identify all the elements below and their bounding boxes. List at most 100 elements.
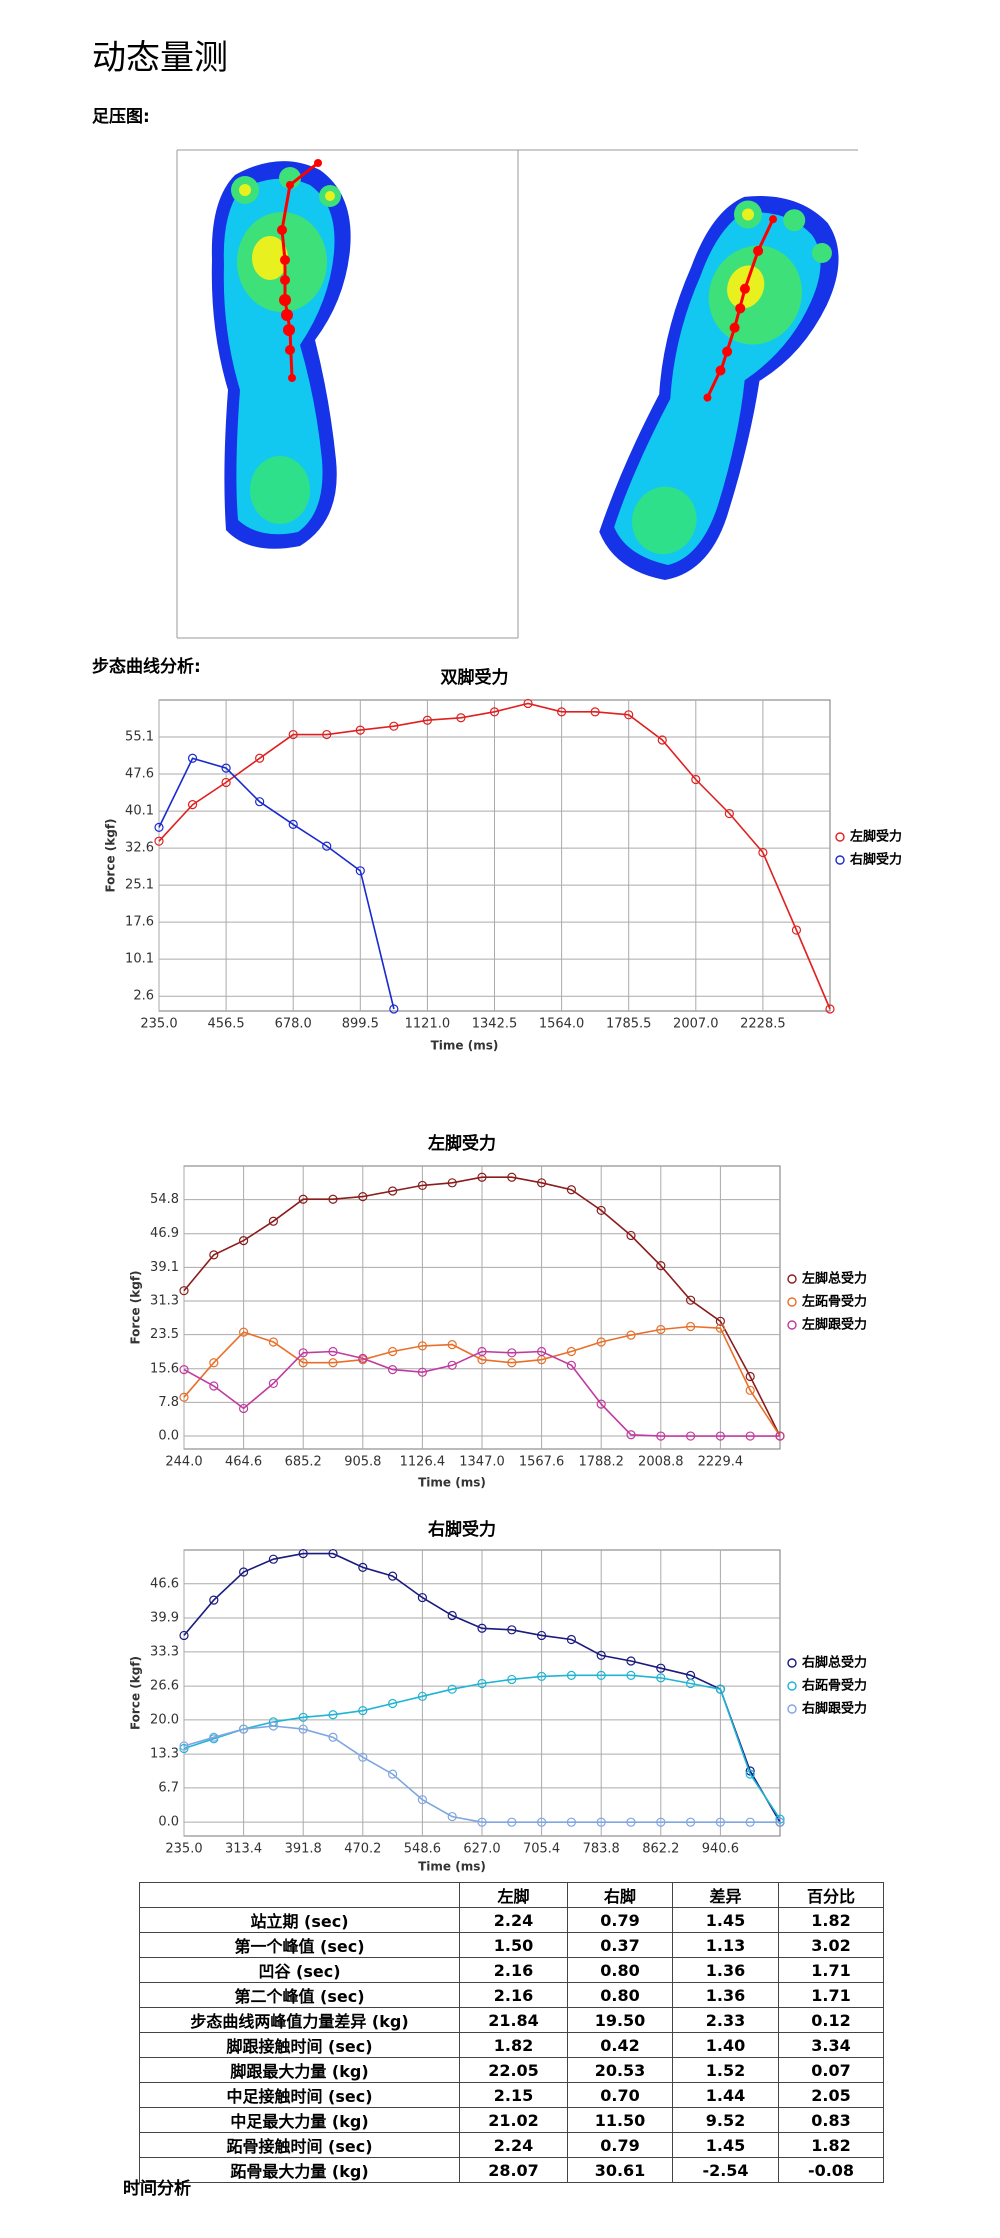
value-cell: 2.24 xyxy=(459,1907,568,1933)
value-cell: 2.16 xyxy=(459,1957,568,1983)
point-marker xyxy=(268,1337,278,1347)
point-marker xyxy=(656,1431,666,1441)
value-cell: 1.52 xyxy=(672,2057,779,2083)
point-marker xyxy=(656,1673,666,1683)
point-marker xyxy=(685,1431,696,1441)
point-marker xyxy=(590,707,600,717)
point-marker xyxy=(656,1261,666,1271)
x-tick-label: 2229.4 xyxy=(698,1455,744,1470)
y-tick-label: 54.8 xyxy=(150,1192,179,1207)
x-tick-label: 899.5 xyxy=(342,1017,379,1032)
y-tick-label: 39.1 xyxy=(150,1260,179,1275)
y-axis-label: Force (kgf) xyxy=(129,1270,143,1344)
x-tick-label: 627.0 xyxy=(463,1842,500,1857)
x-tick-label: 1121.0 xyxy=(405,1017,451,1032)
point-marker xyxy=(288,729,298,740)
point-marker xyxy=(355,866,365,876)
y-axis-label: Force (kgf) xyxy=(104,818,118,892)
point-marker xyxy=(355,725,365,735)
footprint-frame xyxy=(176,149,858,639)
series-line xyxy=(183,1176,781,1437)
row-label: 凹谷 (sec) xyxy=(139,1957,460,1983)
series-line xyxy=(158,757,395,1010)
x-tick-label: 1788.2 xyxy=(578,1455,624,1470)
point-marker xyxy=(507,1348,517,1358)
row-label: 跖骨接触时间 (sec) xyxy=(139,2132,460,2158)
series-line xyxy=(183,1552,781,1823)
series-line xyxy=(183,1674,781,1820)
value-cell: 0.42 xyxy=(567,2032,673,2058)
point-marker xyxy=(626,1817,636,1827)
point-marker xyxy=(447,1340,457,1350)
point-marker xyxy=(715,1684,726,1694)
point-marker xyxy=(715,1316,726,1326)
row-label: 脚跟最大力量 (kg) xyxy=(139,2057,460,2083)
legend-label: 右跖骨受力 xyxy=(801,1678,867,1694)
row-label: 跖骨最大力量 (kg) xyxy=(139,2157,460,2183)
point-marker xyxy=(624,710,634,720)
point-marker xyxy=(685,1295,696,1305)
y-tick-label: 25.1 xyxy=(125,878,154,893)
x-tick-label: 705.4 xyxy=(523,1842,560,1857)
point-marker xyxy=(745,1769,755,1779)
legend-marker xyxy=(835,855,845,865)
point-marker xyxy=(825,1004,835,1014)
header-cell xyxy=(139,1882,460,1908)
value-cell: 0.80 xyxy=(567,1957,673,1983)
value-cell: 1.36 xyxy=(672,1957,779,1983)
value-cell: 30.61 xyxy=(567,2157,673,2183)
value-cell: 1.82 xyxy=(778,1907,884,1933)
y-tick-label: 23.5 xyxy=(150,1327,179,1342)
x-tick-label: 685.2 xyxy=(285,1455,322,1470)
legend-label: 左脚受力 xyxy=(850,829,902,845)
value-cell: 1.71 xyxy=(778,1982,884,2008)
point-marker xyxy=(745,1431,755,1441)
chart-title: 左脚受力 xyxy=(428,1133,496,1154)
row-label: 第一个峰值 (sec) xyxy=(139,1932,460,1958)
row-label: 中足接触时间 (sec) xyxy=(139,2082,460,2108)
left-footprint xyxy=(211,159,351,549)
point-marker xyxy=(388,1698,398,1709)
y-tick-label: 6.7 xyxy=(158,1780,179,1795)
x-tick-label: 2008.8 xyxy=(638,1455,684,1470)
point-marker xyxy=(656,1817,666,1827)
legend-label: 右脚跟受力 xyxy=(801,1701,867,1717)
x-tick-label: 470.2 xyxy=(344,1842,381,1857)
value-cell: 2.24 xyxy=(459,2132,568,2158)
point-marker xyxy=(536,1178,547,1188)
point-marker xyxy=(775,1431,785,1441)
point-marker xyxy=(298,1548,308,1559)
value-cell: 2.16 xyxy=(459,1982,568,2008)
x-tick-label: 235.0 xyxy=(165,1842,202,1857)
value-cell: 2.05 xyxy=(778,2082,884,2108)
point-marker xyxy=(477,1346,487,1357)
legend-marker xyxy=(787,1297,797,1307)
x-tick-label: 783.8 xyxy=(583,1842,620,1857)
charts: 2.6 10.1 17.6 25.1 32.6 40.1 47.6 55.1 235.0 456.… xyxy=(104,667,903,1874)
x-tick-label: 1564.0 xyxy=(539,1017,585,1032)
point-marker xyxy=(328,1346,338,1357)
value-cell: 1.50 xyxy=(459,1932,568,1958)
value-cell: 3.34 xyxy=(778,2032,884,2058)
point-marker xyxy=(209,1732,219,1742)
section-label: 时间分析 xyxy=(123,2179,191,2199)
row-label: 中足最大力量 (kg) xyxy=(139,2107,460,2133)
point-marker xyxy=(566,1817,577,1827)
point-marker xyxy=(239,1724,249,1734)
point-marker xyxy=(685,1817,696,1827)
x-tick-label: 862.2 xyxy=(642,1842,679,1857)
point-marker xyxy=(298,1194,308,1204)
value-cell: 22.05 xyxy=(459,2057,568,2083)
point-marker xyxy=(775,1814,785,1824)
value-cell: 1.45 xyxy=(672,2132,779,2158)
section-label: 步态曲线分析: xyxy=(92,657,201,677)
y-tick-label: 17.6 xyxy=(125,915,154,930)
table-row: 中足最大力量 (kg) 21.02 11.50 9.52 0.83 xyxy=(139,2107,884,2133)
point-marker xyxy=(715,1431,726,1441)
point-marker xyxy=(745,1817,755,1827)
point-marker xyxy=(187,800,198,810)
point-marker xyxy=(328,1710,338,1720)
x-tick-label: 1347.0 xyxy=(459,1455,505,1470)
point-marker xyxy=(596,1670,606,1680)
y-tick-label: 31.3 xyxy=(150,1294,179,1309)
